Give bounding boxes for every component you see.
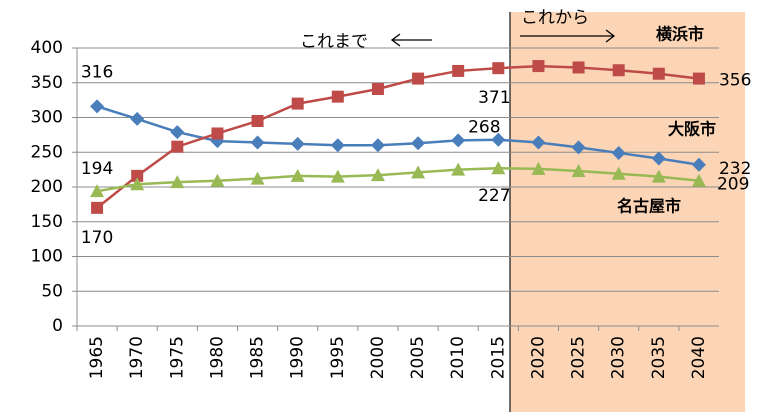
point (691, 157, 706, 172)
x-tick-label: 2025 (569, 336, 589, 379)
y-tick-label: 300 (31, 108, 63, 128)
point (571, 164, 586, 178)
point (571, 140, 586, 155)
series-line (96, 166, 700, 193)
point (652, 67, 665, 80)
y-tick-label: 350 (31, 73, 63, 93)
series-line (96, 64, 700, 209)
point (370, 168, 385, 182)
annotation: これから (521, 8, 589, 28)
point (171, 140, 184, 153)
series-line (96, 105, 700, 166)
data-label: 232 (719, 159, 751, 179)
point (251, 114, 264, 127)
point (170, 125, 185, 140)
point (130, 111, 145, 126)
data-label: 268 (468, 118, 500, 138)
point (370, 138, 385, 153)
point (612, 64, 625, 77)
point (90, 184, 105, 198)
data-label: 194 (81, 159, 113, 179)
point (91, 201, 104, 214)
point (331, 90, 344, 103)
x-tick-label: 1970 (127, 336, 147, 379)
y-tick-label: 100 (31, 247, 63, 267)
y-tick-label: 0 (52, 316, 63, 336)
x-tick-label: 2035 (649, 336, 669, 379)
point (451, 162, 466, 176)
point (531, 161, 546, 175)
data-label: 356 (719, 71, 751, 91)
point (131, 169, 144, 182)
x-tick-label: 1980 (207, 336, 227, 379)
y-tick-label: 250 (31, 142, 63, 162)
point (651, 151, 666, 166)
point (491, 161, 506, 175)
point (211, 127, 224, 140)
forecast-shade (510, 12, 745, 412)
point (291, 97, 304, 110)
data-label: 170 (81, 228, 113, 248)
point (572, 61, 585, 74)
data-label: 209 (717, 175, 749, 195)
x-tick-label: 2040 (689, 336, 709, 379)
x-tick-label: 1995 (328, 336, 348, 379)
point (250, 135, 265, 150)
point (452, 64, 465, 77)
point (210, 173, 225, 187)
x-tick-label: 2020 (528, 336, 548, 379)
x-tick-label: 2000 (368, 336, 388, 379)
point (532, 60, 545, 73)
point (492, 62, 505, 75)
x-tick-label: 1990 (288, 336, 308, 379)
point (491, 132, 506, 147)
x-tick-label: 1985 (248, 336, 268, 379)
annotation: これまで (300, 32, 368, 52)
series-label: 大阪市 (668, 120, 716, 139)
point (451, 133, 466, 148)
point (250, 171, 265, 185)
arrow-right (520, 29, 616, 43)
y-tick-label: 50 (41, 281, 63, 301)
point (611, 145, 626, 160)
data-label: 371 (478, 88, 510, 108)
x-tick-label: 1975 (167, 336, 187, 379)
data-label: 316 (81, 62, 113, 82)
point (692, 72, 705, 85)
x-tick-label: 1965 (87, 336, 107, 379)
y-tick-label: 200 (31, 177, 63, 197)
x-tick-label: 2010 (448, 336, 468, 379)
point (170, 175, 185, 189)
point (412, 72, 425, 85)
data-label: 227 (478, 186, 510, 206)
point (611, 166, 626, 180)
x-tick-label: 2030 (609, 336, 629, 379)
y-tick-label: 150 (31, 212, 63, 232)
point (411, 136, 426, 151)
point (330, 169, 345, 183)
y-tick-label: 400 (31, 38, 63, 58)
point (371, 83, 384, 96)
x-tick-label: 2015 (488, 336, 508, 379)
point (90, 99, 105, 114)
point (130, 177, 145, 191)
series-label: 横浜市 (656, 25, 704, 44)
point (290, 136, 305, 151)
point (330, 138, 345, 153)
point (411, 165, 426, 179)
point (691, 173, 706, 187)
point (531, 135, 546, 150)
point (290, 168, 305, 182)
point (651, 169, 666, 183)
series-label: 名古屋市 (617, 197, 681, 216)
x-tick-label: 2005 (408, 336, 428, 379)
arrow-left (390, 33, 432, 47)
